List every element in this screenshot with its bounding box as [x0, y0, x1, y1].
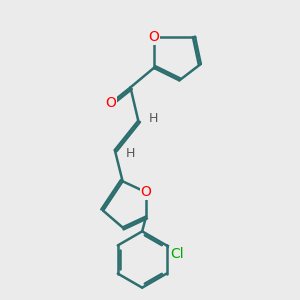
Text: O: O	[106, 96, 116, 110]
Text: H: H	[149, 112, 159, 125]
Text: O: O	[148, 30, 159, 44]
Text: O: O	[141, 185, 152, 199]
Text: Cl: Cl	[170, 247, 184, 261]
Text: H: H	[126, 147, 135, 160]
